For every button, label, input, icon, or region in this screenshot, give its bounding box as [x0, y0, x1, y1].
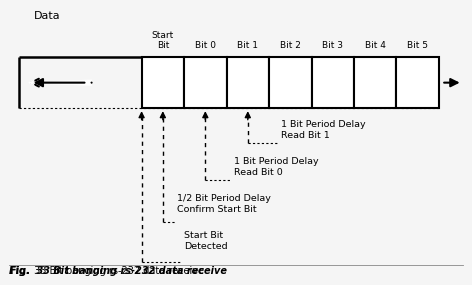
Text: 33 Bit banging rs-232 data receive: 33 Bit banging rs-232 data receive	[31, 266, 204, 276]
Bar	[312, 57, 354, 108]
Text: Fig.: Fig.	[9, 266, 30, 276]
Bar	[396, 57, 439, 108]
Bar	[269, 57, 312, 108]
Text: Data: Data	[34, 11, 60, 21]
Text: Fig.  33 Bit banging rs-232 data receive: Fig. 33 Bit banging rs-232 data receive	[9, 266, 228, 276]
Text: Bit 2: Bit 2	[280, 41, 301, 50]
Text: Start
Bit: Start Bit	[152, 31, 174, 50]
Bar	[184, 57, 227, 108]
Bar	[142, 57, 184, 108]
Text: Bit 0: Bit 0	[195, 41, 216, 50]
Text: 1/2 Bit Period Delay
Confirm Start Bit: 1/2 Bit Period Delay Confirm Start Bit	[177, 194, 271, 214]
Text: 1 Bit Period Delay
Read Bit 1: 1 Bit Period Delay Read Bit 1	[281, 120, 365, 140]
Text: Bit 1: Bit 1	[237, 41, 258, 50]
Text: Bit 5: Bit 5	[407, 41, 428, 50]
Text: 1 Bit Period Delay
Read Bit 0: 1 Bit Period Delay Read Bit 0	[234, 157, 318, 177]
Text: Bit 4: Bit 4	[365, 41, 386, 50]
Text: Start Bit
Detected: Start Bit Detected	[184, 231, 228, 251]
Bar	[227, 57, 269, 108]
Text: Bit 3: Bit 3	[322, 41, 343, 50]
Bar	[354, 57, 396, 108]
